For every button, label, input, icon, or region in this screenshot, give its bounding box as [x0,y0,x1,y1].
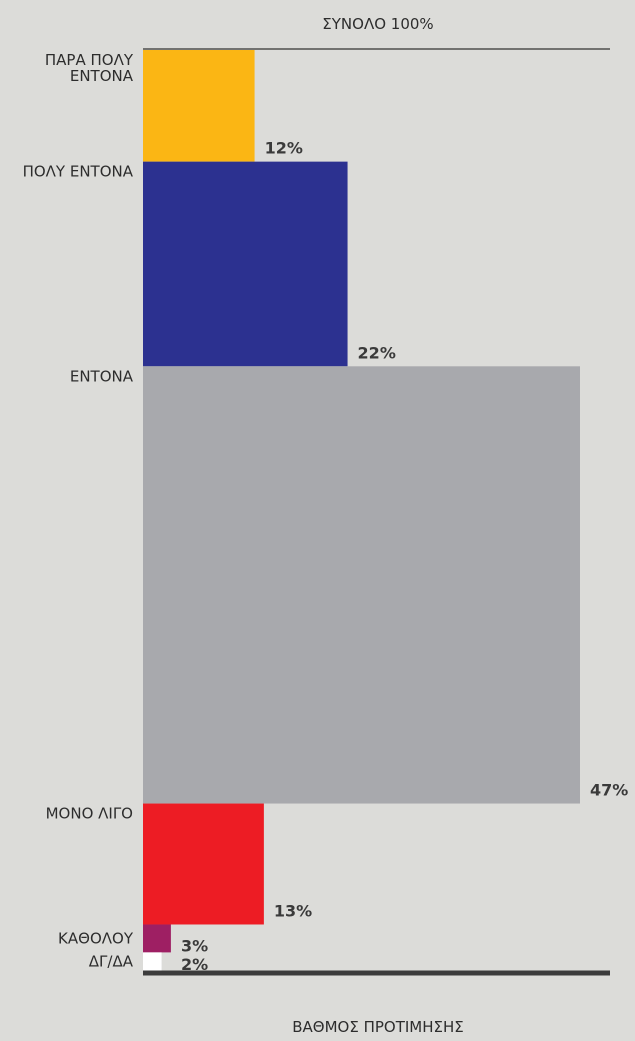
bar-3 [143,803,264,925]
category-label: ΠΟΛΥ ΕΝΤΟΝΑ [23,163,134,181]
value-label: 13% [274,901,312,920]
value-label: 47% [590,781,628,800]
bar-1 [143,161,348,367]
category-label: ΠΑΡΑ ΠΟΛΥ ΕΝΤΟΝΑ [45,51,134,85]
value-label: 2% [181,955,208,974]
bars-layer: ΠΑΡΑ ΠΟΛΥ ΕΝΤΟΝΑ 12% ΠΟΛΥ ΕΝΤΟΝΑ 22% ΕΝΤΟΝΑ 47… [23,50,628,974]
value-label: 22% [358,343,396,362]
x-axis-title: ΒΑΘΜΟΣ ΠΡΟΤΙΜΗΣΗΣ [292,1018,464,1036]
category-label: ΚΑΘΟΛΟΥ [58,929,134,947]
category-label: ΜΟΝΟ ΛΙΓΟ [46,805,133,823]
value-label: 3% [181,936,208,955]
bar-0 [143,50,255,162]
chart-title: ΣΥΝΟΛΟ 100% [322,15,433,33]
bar-5 [143,952,162,971]
bar-2 [143,366,580,804]
category-label: ΔΓ/ΔΑ [89,953,134,971]
category-label: ΕΝΤΟΝΑ [70,367,134,385]
value-label: 12% [265,139,303,158]
bar-4 [143,924,171,953]
